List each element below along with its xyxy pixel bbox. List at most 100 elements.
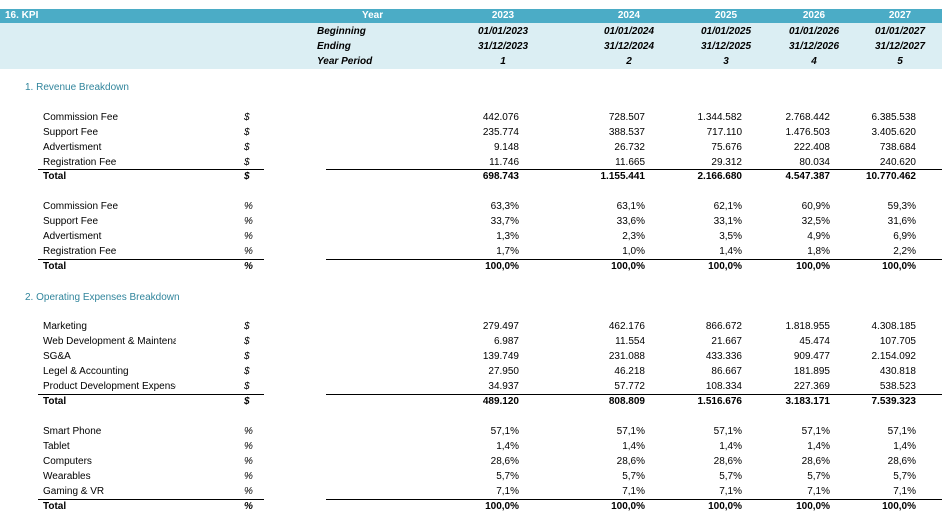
value-cell: 6.987 xyxy=(493,336,519,347)
unit-label: $ xyxy=(244,336,250,347)
unit-label: % xyxy=(244,231,253,242)
value-cell: 27.950 xyxy=(488,366,519,377)
beginning-date: 01/01/2025 xyxy=(700,26,752,37)
value-cell: 430.818 xyxy=(879,366,916,377)
total-value-cell: 100,0% xyxy=(708,261,742,272)
value-cell: 2.768.442 xyxy=(785,112,831,123)
total-value-cell: 10.770.462 xyxy=(865,171,916,182)
value-cell: 139.749 xyxy=(482,351,519,362)
year-header: 2026 xyxy=(802,10,826,21)
beginning-date: 01/01/2023 xyxy=(477,26,529,37)
row-label: Tablet xyxy=(43,441,70,452)
value-cell: 1,7% xyxy=(496,246,519,257)
value-cell: 57,1% xyxy=(887,426,916,437)
row-label: Marketing xyxy=(43,321,87,332)
value-cell: 388.537 xyxy=(608,127,645,138)
unit-label: % xyxy=(244,246,253,257)
year-period: 5 xyxy=(897,56,903,67)
value-cell: 1,4% xyxy=(496,441,519,452)
value-cell: 2,3% xyxy=(622,231,645,242)
value-cell: 2.154.092 xyxy=(871,351,917,362)
total-value-cell: 100,0% xyxy=(611,261,645,272)
value-cell: 717.110 xyxy=(706,127,742,138)
value-cell: 6.385.538 xyxy=(871,112,917,123)
value-cell: 57.772 xyxy=(614,381,645,392)
year-header: 2025 xyxy=(714,10,738,21)
value-cell: 75.676 xyxy=(711,142,742,153)
unit-label: % xyxy=(244,501,253,512)
value-cell: 6,9% xyxy=(893,231,916,242)
unit-label: $ xyxy=(244,396,250,407)
row-label: Advertisment xyxy=(43,231,102,242)
value-cell: 11.554 xyxy=(615,336,645,347)
total-value-cell: 100,0% xyxy=(611,501,645,512)
value-cell: 59,3% xyxy=(887,201,916,212)
total-value-cell: 4.547.387 xyxy=(785,171,831,182)
value-cell: 5,7% xyxy=(496,471,519,482)
value-cell: 222.408 xyxy=(793,142,830,153)
value-cell: 1,3% xyxy=(496,231,519,242)
value-cell: 86.667 xyxy=(711,366,742,377)
unit-label: $ xyxy=(244,171,250,182)
value-cell: 1,4% xyxy=(719,246,742,257)
value-cell: 32,5% xyxy=(801,216,830,227)
value-cell: 46.218 xyxy=(614,366,645,377)
year-header: 2024 xyxy=(617,10,641,21)
value-cell: 108.334 xyxy=(705,381,742,392)
total-label: Total xyxy=(43,501,67,512)
value-cell: 4.308.185 xyxy=(871,321,917,332)
value-cell: 57,1% xyxy=(801,426,830,437)
opex-section-title: 2. Operating Expenses Breakdown xyxy=(25,292,180,303)
row-label: Computers xyxy=(43,456,92,467)
value-cell: 34.937 xyxy=(488,381,519,392)
unit-label: % xyxy=(244,261,253,272)
total-value-cell: 100,0% xyxy=(485,501,519,512)
value-cell: 1,4% xyxy=(622,441,645,452)
beginning-date: 01/01/2026 xyxy=(788,26,840,37)
kpi-title: 16. KPI xyxy=(5,10,39,21)
value-cell: 1,8% xyxy=(807,246,830,257)
total-label: Total xyxy=(43,261,67,272)
value-cell: 28,6% xyxy=(887,456,916,467)
value-cell: 7,1% xyxy=(719,486,742,497)
value-cell: 29.312 xyxy=(711,157,742,168)
value-cell: 909.477 xyxy=(793,351,830,362)
total-value-cell: 1.516.676 xyxy=(697,396,743,407)
value-cell: 60,9% xyxy=(801,201,830,212)
value-cell: 462.176 xyxy=(608,321,645,332)
year-period-label: Year Period xyxy=(317,56,373,67)
total-rule xyxy=(38,259,264,260)
value-cell: 107.705 xyxy=(879,336,916,347)
unit-label: % xyxy=(244,216,253,227)
value-cell: 3.405.620 xyxy=(871,127,917,138)
total-rule xyxy=(326,259,942,260)
beginning-date: 01/01/2027 xyxy=(874,26,926,37)
value-cell: 279.497 xyxy=(482,321,519,332)
unit-label: % xyxy=(244,471,253,482)
value-cell: 738.684 xyxy=(879,142,916,153)
value-cell: 63,3% xyxy=(490,201,519,212)
unit-label: % xyxy=(244,456,253,467)
value-cell: 45.474 xyxy=(799,336,830,347)
ending-date: 31/12/2027 xyxy=(874,41,926,52)
beginning-label: Beginning xyxy=(317,26,366,37)
ending-date: 31/12/2026 xyxy=(788,41,840,52)
header-title-bar xyxy=(0,9,942,23)
year-label: Year xyxy=(362,10,384,21)
value-cell: 728.507 xyxy=(608,112,645,123)
value-cell: 33,6% xyxy=(616,216,645,227)
ending-date: 31/12/2023 xyxy=(477,41,529,52)
ending-date: 31/12/2025 xyxy=(700,41,752,52)
value-cell: 1.344.582 xyxy=(697,112,743,123)
value-cell: 33,1% xyxy=(713,216,742,227)
row-label: Registration Fee xyxy=(43,157,117,168)
value-cell: 28,6% xyxy=(490,456,519,467)
value-cell: 227.369 xyxy=(793,381,830,392)
value-cell: 7,1% xyxy=(807,486,830,497)
total-label: Total xyxy=(43,171,67,182)
row-label: SG&A xyxy=(43,351,71,362)
value-cell: 433.336 xyxy=(705,351,742,362)
row-label: Commission Fee xyxy=(43,201,119,212)
row-label: Support Fee xyxy=(43,216,99,227)
total-rule xyxy=(38,394,264,395)
